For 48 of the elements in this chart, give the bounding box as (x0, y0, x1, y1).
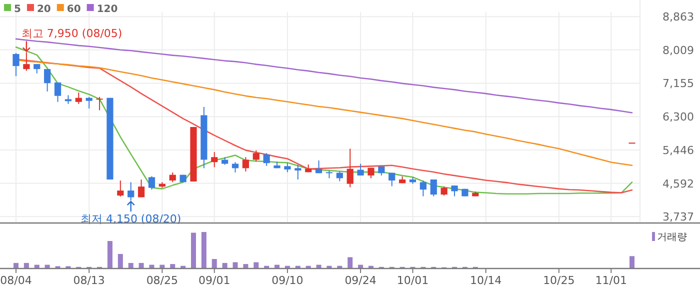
y-tick-label: 8,863 (662, 10, 694, 24)
bar (160, 264, 165, 268)
bar (44, 264, 50, 268)
y-tick-label: 3,737 (662, 210, 694, 224)
bar (358, 264, 364, 268)
bar (138, 262, 144, 268)
x-tick-label: 10/25 (543, 274, 575, 287)
bar (316, 264, 322, 268)
bar (107, 241, 112, 268)
bar (128, 262, 134, 268)
x-tick-label: 08/25 (146, 274, 178, 287)
x-tick-label: 11/01 (595, 274, 627, 287)
bar (24, 262, 29, 268)
x-tick-label: 10/14 (470, 274, 502, 287)
x-tick-label: 08/04 (0, 274, 32, 287)
annotation: 최고 7,950 (08/05) (21, 27, 122, 40)
y-tick-label: 5,446 (662, 144, 694, 157)
annotation: 최저 4,150 (08/20) (80, 212, 182, 226)
bar (243, 264, 248, 268)
y-tick-label: 8,009 (662, 44, 694, 57)
bar (348, 257, 353, 268)
x-tick-label: 10/01 (396, 274, 429, 287)
legend-label: 60 (66, 4, 81, 15)
y-tick-label: 4,592 (662, 177, 694, 190)
bar (630, 256, 634, 268)
bar (118, 254, 123, 268)
bar (274, 264, 280, 268)
line-series (15, 38, 633, 114)
x-tick-label: 08/13 (73, 274, 105, 287)
legend-label: 거래량 (657, 232, 687, 243)
bar (190, 232, 196, 268)
x-tick-label: 09/24 (344, 274, 376, 287)
legend-label: 120 (96, 4, 118, 15)
legend-label: 5 (14, 4, 21, 15)
bar (222, 262, 228, 268)
bar (201, 232, 206, 268)
x-tick-label: 09/01 (198, 274, 230, 287)
bar (254, 262, 259, 268)
bar (34, 264, 40, 268)
bar (212, 259, 217, 268)
x-tick-label: 09/10 (272, 274, 304, 287)
y-tick-label: 6,300 (662, 110, 694, 124)
bar (170, 264, 176, 268)
bar (232, 262, 238, 268)
legend-label: 20 (36, 4, 51, 15)
bar (149, 264, 154, 268)
bar (14, 262, 18, 268)
y-tick-label: 7,155 (662, 77, 694, 90)
